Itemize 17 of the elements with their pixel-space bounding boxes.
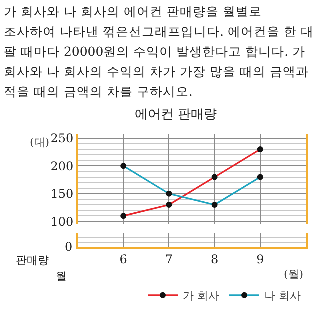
text: 0 — [65, 240, 73, 254]
text: 판매량 — [16, 254, 49, 267]
legend-label: 가 회사 — [183, 290, 220, 303]
y-tick-label: 250 — [50, 132, 74, 146]
text: 가 회사와 나 회사의 에어컨 판매량을 월별로 조사하여 나타낸 꺾은선그래프입니다. 에어컨을 한 대 팔 때마다 20000원의 수익이 발생한다고 합니다. 가 회사와 나 회사의 수익의 차가 가장 많을 때의 금액과 적을 때의 금액의 차를 구하시오. — [4, 3, 315, 101]
x-tick-label: 9 — [256, 252, 264, 266]
chart-title: 에어컨 판매량 — [134, 107, 218, 122]
y-axis-title: (대) — [30, 136, 50, 149]
y-tick-label: 100 — [50, 214, 74, 229]
legend-label: 나 회사 — [264, 290, 301, 303]
y-tick-label: 200 — [50, 159, 74, 174]
x-tick-label: 6 — [120, 252, 128, 266]
x-tick-label: 8 — [210, 252, 219, 266]
x-axis-title: (월) — [284, 268, 304, 281]
text: 월 — [56, 270, 67, 283]
y-tick-label: 150 — [50, 187, 74, 202]
x-tick-label: 7 — [165, 252, 174, 266]
